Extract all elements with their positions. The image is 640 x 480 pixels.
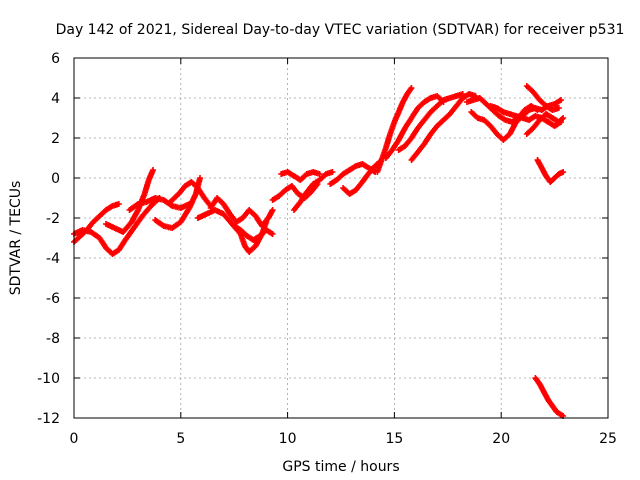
series-track-8 — [207, 195, 276, 229]
data-point — [150, 167, 157, 173]
data-point — [269, 231, 276, 237]
y-tick-label: -8 — [46, 331, 60, 347]
data-point — [197, 175, 204, 181]
series-track-12 — [291, 169, 336, 213]
data-marks — [71, 83, 567, 419]
data-point — [559, 116, 566, 122]
series-track-11 — [278, 169, 323, 183]
series-track-6 — [167, 179, 214, 209]
y-tick-label: 6 — [51, 51, 60, 67]
series-track-18 — [408, 91, 479, 163]
data-point — [555, 105, 562, 111]
data-point — [560, 169, 567, 175]
x-tick-label: 5 — [176, 431, 185, 447]
data-point — [329, 169, 336, 175]
x-tick-label: 25 — [599, 431, 617, 447]
y-tick-label: -12 — [37, 411, 60, 427]
series-track-24 — [534, 157, 567, 185]
series-track-5 — [152, 175, 204, 231]
x-tick-label: 15 — [385, 431, 403, 447]
plot-frame — [73, 57, 609, 419]
y-tick-label: -2 — [46, 211, 60, 227]
x-axis-label: GPS time / hours — [282, 459, 399, 475]
series-track-23 — [523, 83, 562, 113]
data-point — [115, 201, 122, 207]
x-tick-label: 10 — [279, 431, 297, 447]
y-axis-label: SDTVAR / TECUs — [8, 181, 24, 296]
y-tick-label: -10 — [37, 371, 60, 387]
data-point — [316, 171, 323, 177]
y-tick-label: 0 — [51, 171, 60, 187]
x-tick-label: 20 — [492, 431, 510, 447]
chart-title: Day 142 of 2021, Sidereal Day-to-day VTE… — [56, 22, 625, 38]
x-axis-ticks: 0 5 10 15 20 25 — [70, 58, 617, 447]
y-tick-label: 2 — [51, 131, 60, 147]
y-tick-label: -6 — [46, 291, 60, 307]
series-track-21 — [487, 103, 565, 129]
data-point — [558, 97, 565, 103]
series-track-3 — [103, 167, 157, 235]
data-point — [408, 85, 415, 91]
data-point — [560, 115, 567, 121]
y-tick-label: 4 — [51, 91, 60, 107]
series-track-25 — [532, 375, 567, 419]
x-tick-label: 0 — [70, 431, 79, 447]
series-track-9 — [231, 223, 276, 243]
series-track-17 — [395, 91, 466, 153]
series-track-15 — [374, 85, 415, 175]
data-point — [269, 207, 276, 213]
series-track-22 — [523, 111, 567, 137]
y-axis-ticks: -12 -10 -8 -6 -4 -2 0 2 4 6 — [37, 51, 608, 427]
y-tick-label: -4 — [46, 251, 60, 267]
